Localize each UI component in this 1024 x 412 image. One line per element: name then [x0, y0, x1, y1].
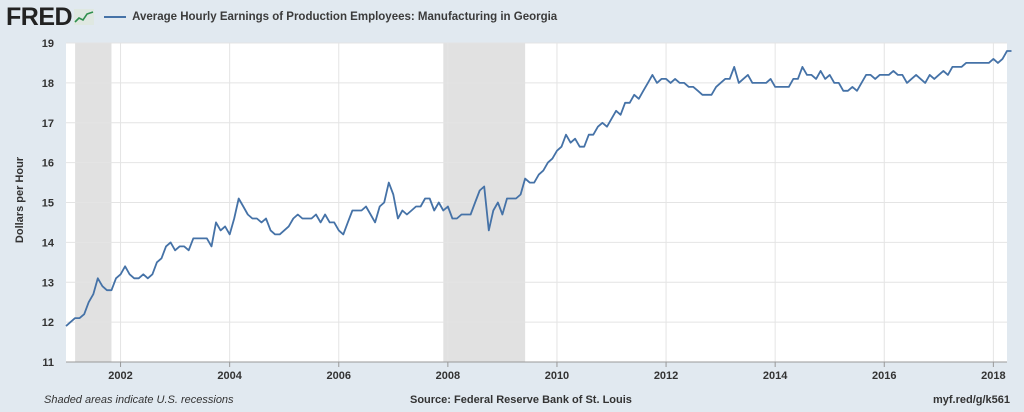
chart-header: FRED Average Hourly Earnings of Producti… — [6, 3, 557, 31]
x-tick-label: 2004 — [217, 370, 242, 382]
x-tick-label: 2006 — [327, 370, 351, 382]
x-tick-label: 2002 — [108, 370, 132, 382]
legend-line-swatch — [104, 16, 127, 18]
sparkline-icon — [74, 9, 95, 25]
fred-logo[interactable]: FRED — [6, 2, 73, 31]
x-tick-label: 2014 — [763, 370, 788, 382]
y-tick-label: 17 — [42, 118, 54, 130]
y-tick-label: 18 — [42, 78, 54, 90]
x-tick-label: 2010 — [545, 370, 569, 382]
y-tick-label: 19 — [42, 38, 54, 50]
recession-note: Shaded areas indicate U.S. recessions — [44, 394, 234, 406]
y-tick-label: 14 — [42, 237, 55, 249]
short-url-link[interactable]: myf.red/g/k561 — [932, 394, 1010, 406]
y-tick-label: 13 — [42, 277, 54, 289]
series-line — [65, 50, 1012, 327]
y-tick-label: 15 — [42, 198, 54, 210]
x-tick-label: 2008 — [436, 370, 460, 382]
x-tick-label: 2012 — [654, 370, 678, 382]
y-tick-label: 12 — [42, 317, 54, 329]
legend-series-label: Average Hourly Earnings of Production Em… — [132, 11, 558, 23]
x-tick-label: 2018 — [981, 370, 1005, 382]
y-tick-label: 11 — [42, 357, 54, 369]
x-tick-label: 2016 — [872, 370, 896, 382]
source-credit: Source: Federal Reserve Bank of St. Loui… — [410, 394, 632, 406]
y-tick-label: 16 — [42, 158, 54, 170]
chart-legend[interactable]: Average Hourly Earnings of Production Em… — [104, 11, 557, 23]
